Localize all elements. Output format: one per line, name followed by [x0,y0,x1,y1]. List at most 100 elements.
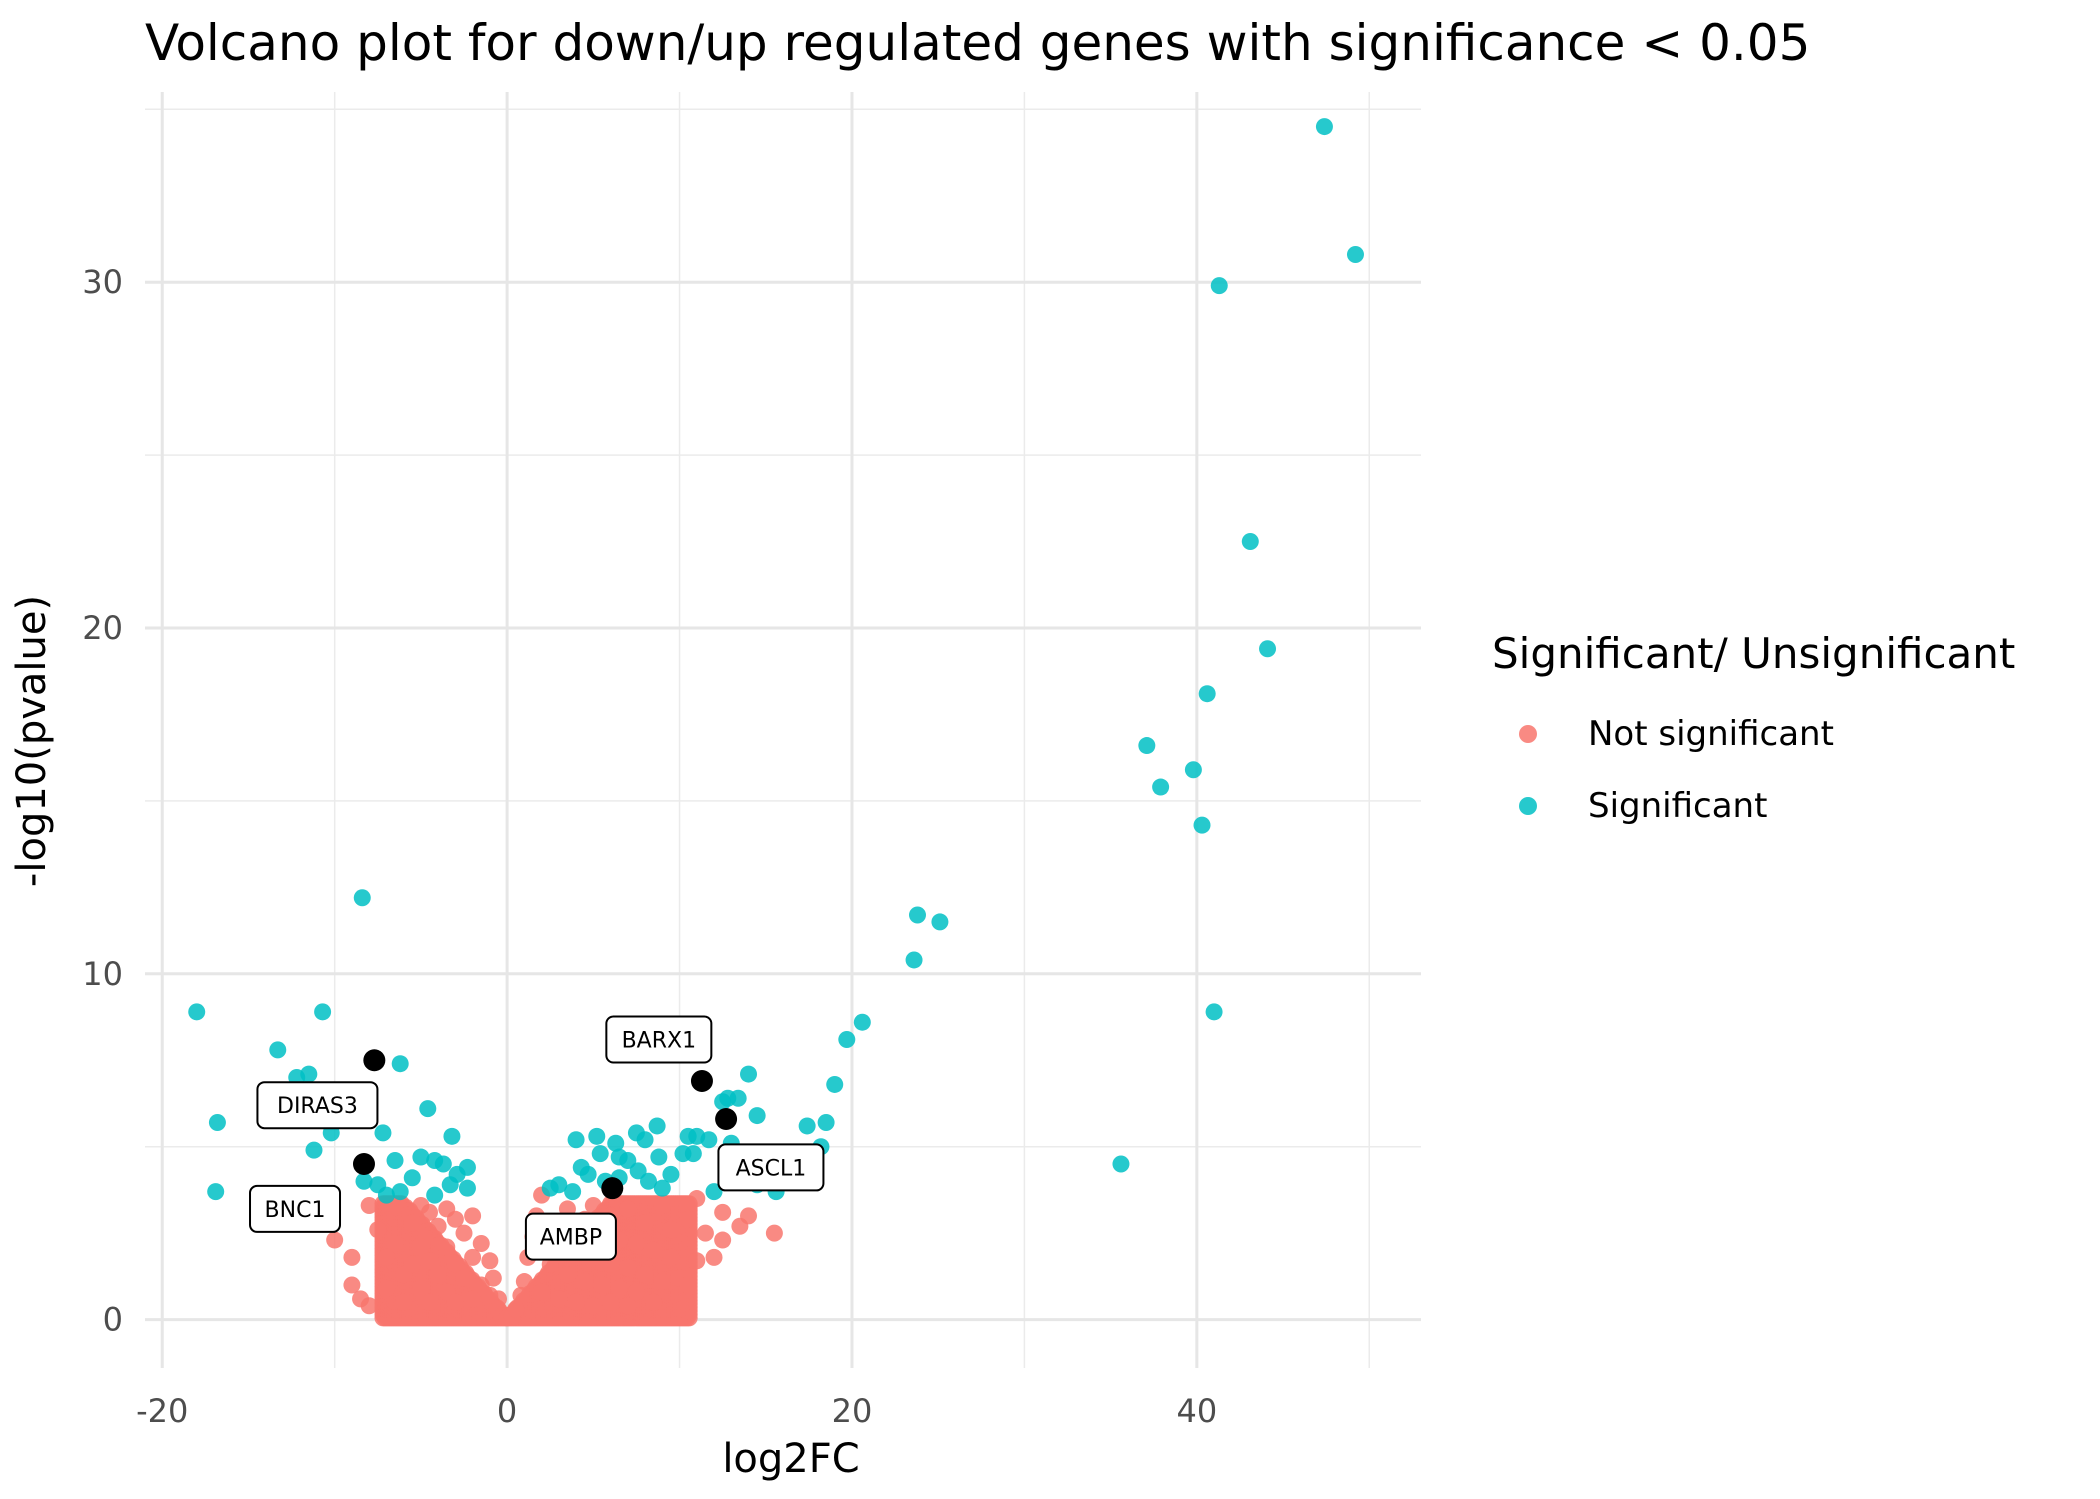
highlighted-gene-point [601,1177,624,1200]
not-significant-point [360,1297,378,1315]
y-tick-label: 0 [103,1301,123,1339]
significant-point [700,1131,718,1149]
significant-point [269,1041,287,1059]
not-significant-point [558,1266,576,1284]
not-significant-point [619,1259,637,1277]
not-significant-point [412,1238,430,1256]
y-axis-title: -log10(pvalue) [9,595,55,887]
x-tick-label: 0 [497,1392,517,1430]
not-significant-point [395,1293,413,1311]
not-significant-point [446,1293,464,1311]
not-significant-point [421,1293,439,1311]
significant-point [591,1145,609,1163]
not-significant-point [627,1283,645,1301]
gene-label-text: ASCL1 [736,1156,807,1181]
not-significant-point [446,1210,464,1228]
not-significant-point [584,1297,602,1315]
not-significant-point [619,1297,637,1315]
not-significant-point [550,1290,568,1308]
not-significant-point [429,1217,447,1235]
significant-point [662,1165,680,1183]
not-significant-point [377,1279,395,1297]
x-tick-label: 40 [1176,1392,1217,1430]
significant-point [1241,533,1259,551]
chart-title: Volcano plot for down/up regulated genes… [145,14,1810,72]
gene-labels: DIRAS3 BNC1 BARX1 ASCL1 AMBP [249,1015,825,1261]
x-tick-label: 20 [832,1392,873,1430]
gene-label-text: BNC1 [265,1198,326,1223]
significant-point [207,1183,225,1201]
not-significant-point [714,1231,732,1249]
significant-point [853,1013,871,1031]
significant-point [314,1003,332,1021]
not-significant-point [653,1273,671,1291]
significant-point [648,1117,666,1135]
significant-point [458,1158,476,1176]
not-significant-points [265,1186,783,1327]
not-significant-point [507,1300,525,1318]
not-significant-point [567,1293,585,1311]
not-significant-point [455,1269,473,1287]
significant-point [1112,1155,1130,1173]
significant-point [564,1183,582,1201]
highlighted-gene-point [363,1049,386,1072]
not-significant-point [403,1214,421,1232]
significant-point [607,1134,625,1152]
not-significant-point [360,1196,378,1214]
not-significant-point [386,1235,404,1253]
not-significant-point [464,1207,482,1225]
significant-point [412,1148,430,1166]
not-significant-point [438,1238,456,1256]
not-significant-point [584,1196,602,1214]
gene-label-box [524,1212,617,1261]
legend: Significant/ Unsignificant Not significa… [1492,629,2015,826]
significant-point [826,1075,844,1093]
not-significant-point [602,1293,620,1311]
not-significant-point [636,1266,654,1284]
significant-point [458,1179,476,1197]
not-significant-point [740,1207,758,1225]
not-significant-point [765,1224,783,1242]
significant-point [1138,737,1156,755]
significant-point [729,1089,747,1107]
not-significant-point [679,1210,697,1228]
significant-point [1152,778,1170,796]
significant-point [636,1131,654,1149]
not-significant-point [377,1248,395,1266]
significant-point [1259,640,1277,658]
significant-point [550,1176,568,1194]
significant-point [1193,816,1211,834]
not-significant-point [412,1279,430,1297]
not-significant-point [627,1235,645,1253]
significant-point [1315,118,1333,136]
not-significant-point [484,1269,502,1287]
not-significant-point [645,1241,663,1259]
significant-point [1184,761,1202,779]
gene-label-box [717,1143,825,1192]
significant-point [931,913,949,931]
x-axis-tick-labels: -20 0 20 40 [136,1392,1217,1430]
significant-point [567,1131,585,1149]
legend-label-not-significant: Not significant [1588,714,1834,754]
significant-point [374,1124,392,1142]
significant-point [355,1172,373,1190]
significant-point [619,1152,637,1170]
not-significant-point [429,1266,447,1284]
not-significant-point [343,1248,361,1266]
significant-point [188,1003,206,1021]
significant-point [740,1065,758,1083]
not-significant-point [533,1283,551,1301]
y-tick-label: 10 [82,955,123,993]
significant-point [817,1113,835,1131]
significant-point [426,1186,444,1204]
gene-label-text: BARX1 [622,1028,697,1053]
not-significant-point [636,1214,654,1232]
significant-point [1346,246,1364,264]
major-gridlines [145,92,1421,1368]
y-tick-label: 20 [82,609,123,647]
highlighted-gene-point [352,1152,375,1175]
gene-label-text: DIRAS3 [277,1094,358,1119]
significant-point [377,1186,395,1204]
not-significant-point [714,1203,732,1221]
significant-point [208,1113,226,1131]
